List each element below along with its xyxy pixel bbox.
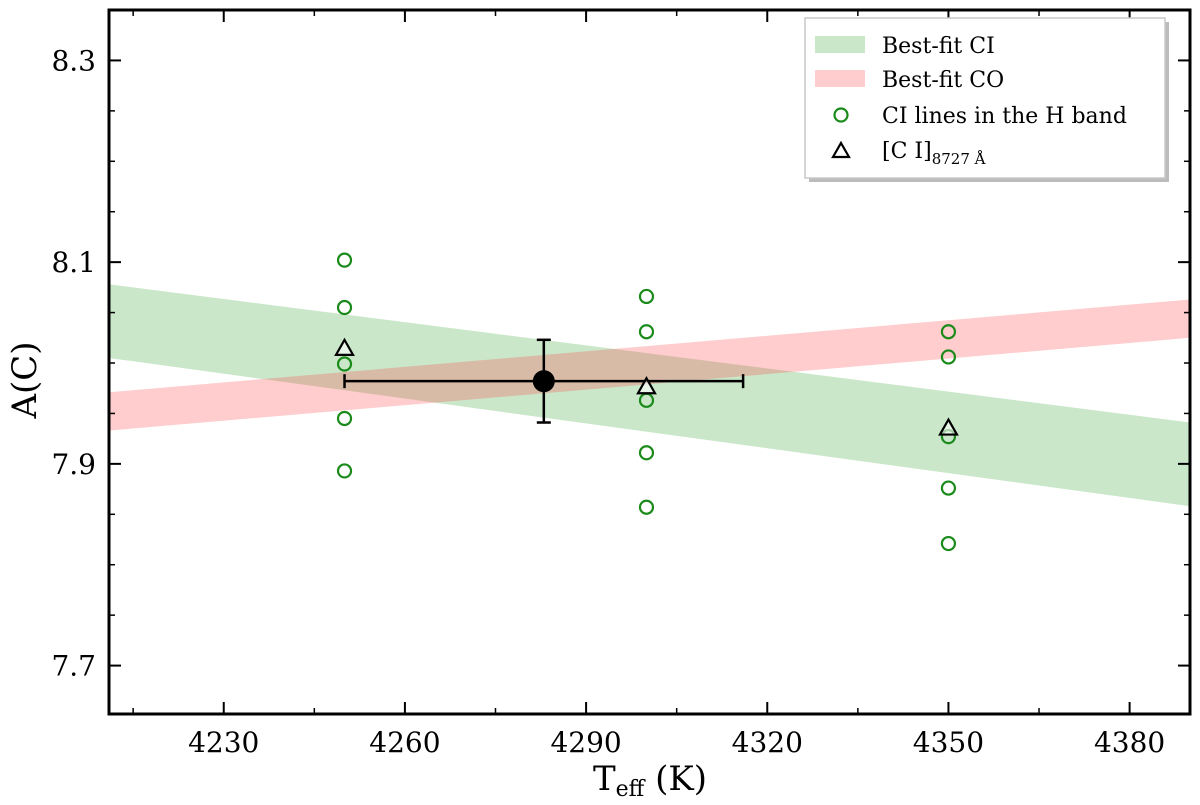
ci-hband-point	[940, 480, 957, 496]
ci-8727-point	[938, 417, 959, 436]
legend-label-co: Best-fit CO	[882, 68, 1004, 93]
legend: Best-fit CI Best-fit CO CI lines in the …	[804, 17, 1169, 182]
axis-ticks: 4230 4260 4290 4320 4350 4380 7.7 7.9 8.1 8.3	[51, 9, 1190, 759]
best-fit-point	[532, 370, 555, 393]
data-points	[334, 252, 959, 552]
band-co	[109, 299, 1190, 431]
plot-frame	[107, 8, 1192, 716]
ci-hband-point	[638, 324, 655, 340]
legend-marker-circle	[833, 107, 849, 123]
x-tick-label: 4230	[188, 726, 259, 759]
ci-hband-point	[336, 252, 353, 268]
x-tick-label: 4380	[1094, 726, 1165, 759]
ci-8727-point	[636, 375, 657, 395]
ci-hband-point	[336, 299, 353, 316]
x-tick-label: 4290	[550, 726, 621, 759]
y-tick-label: 7.9	[51, 448, 96, 481]
legend-label-ci: Best-fit CI	[882, 34, 995, 59]
legend-box	[804, 17, 1166, 179]
ci-hband-point	[638, 499, 655, 515]
legend-swatch-co	[815, 70, 865, 87]
ci-hband-point	[336, 410, 353, 427]
ci-hband-point	[940, 324, 957, 340]
ci-hband-point	[638, 288, 655, 305]
y-tick-label: 8.3	[51, 44, 96, 77]
legend-label-ci8727: [C I]8727 Å	[882, 139, 986, 168]
y-tick-label: 8.1	[51, 246, 96, 279]
ci-hband-point	[940, 349, 957, 365]
ci-hband-point	[638, 445, 655, 461]
ci-hband-point	[336, 463, 353, 479]
legend-marker-triangle	[831, 140, 851, 159]
ci-8727-point	[334, 337, 355, 356]
ci-hband-point	[336, 356, 353, 372]
x-axis-title: Teff (K)	[593, 759, 707, 802]
legend-swatch-ci	[815, 36, 865, 53]
ci-hband-point	[940, 535, 957, 552]
x-tick-label: 4350	[913, 726, 984, 759]
y-tick-label: 7.7	[51, 650, 96, 683]
x-tick-label: 4260	[369, 726, 440, 759]
y-axis-title: A(C)	[5, 341, 45, 419]
legend-label-ci-hband: CI lines in the H band	[882, 104, 1127, 129]
x-tick-label: 4320	[732, 726, 803, 759]
